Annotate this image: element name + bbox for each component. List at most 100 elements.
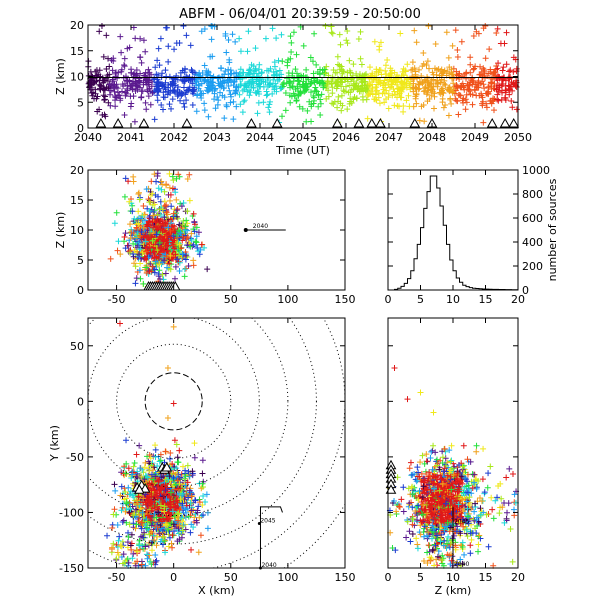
- time-height-point: [318, 101, 324, 107]
- time-height-point: [242, 97, 248, 103]
- plan-point: [202, 499, 208, 505]
- time-height-point: [194, 108, 200, 114]
- x-height-point: [122, 194, 128, 200]
- time-height-point: [270, 25, 276, 31]
- time-height-point: [338, 108, 344, 114]
- zy-point: [467, 550, 473, 556]
- plan-outlier-point: [171, 324, 177, 330]
- plan-point: [166, 544, 172, 550]
- zy-point: [426, 542, 432, 548]
- time-height-point: [483, 55, 489, 61]
- time-height-point: [477, 64, 483, 70]
- time-height-point: [420, 50, 426, 56]
- x-height-point: [167, 198, 173, 204]
- station-time-marker: [376, 119, 385, 127]
- time-height-point: [209, 36, 215, 42]
- zy-point: [508, 526, 514, 532]
- zy-point: [477, 505, 483, 511]
- time-height-point: [480, 81, 486, 87]
- plan-point: [125, 556, 131, 562]
- time-height-point: [205, 114, 211, 120]
- time-height-point: [344, 28, 350, 34]
- plan-point: [109, 525, 115, 531]
- station-time-marker: [114, 119, 123, 127]
- time-height-point: [102, 96, 108, 102]
- plan-point: [199, 471, 205, 477]
- time-height-point: [439, 99, 445, 105]
- zy-outlier-point: [418, 389, 424, 395]
- plan-point: [149, 547, 155, 553]
- x-height-point: [166, 171, 172, 177]
- time-height-point: [382, 68, 388, 74]
- plan-point: [123, 437, 129, 443]
- zy-outlier-point: [405, 396, 411, 402]
- time-height-point: [230, 116, 236, 122]
- time-height-point: [400, 103, 406, 109]
- time-height-point: [312, 84, 318, 90]
- plan-point: [204, 491, 210, 497]
- time-height-point: [115, 89, 121, 95]
- time-height-point: [377, 100, 383, 106]
- time-height-point: [329, 23, 335, 29]
- zy-point: [414, 464, 420, 470]
- x-height-point: [127, 221, 133, 227]
- time-height-point: [470, 102, 476, 108]
- time-height-point: [303, 119, 309, 125]
- plan-point: [175, 454, 181, 460]
- plan-point: [134, 451, 140, 457]
- station-time-marker: [501, 119, 510, 127]
- plan-point: [125, 539, 131, 545]
- time-height-point: [491, 107, 497, 113]
- time-height-point: [221, 115, 227, 121]
- x-height-point: [183, 217, 189, 223]
- station-time-marker: [367, 119, 376, 127]
- time-height-point: [508, 98, 514, 104]
- plan-outlier-point: [165, 415, 171, 421]
- x-height-point: [156, 185, 162, 191]
- time-height-point: [278, 32, 284, 38]
- zy-point: [482, 489, 488, 495]
- time-height-point: [259, 69, 265, 75]
- plan-point: [192, 455, 198, 461]
- time-height-point: [425, 58, 431, 64]
- time-height-point: [112, 89, 118, 95]
- x-height-point: [140, 281, 146, 287]
- plan-outlier-point: [117, 321, 123, 327]
- x-height-point: [131, 260, 137, 266]
- plan-point: [112, 506, 118, 512]
- time-height-point: [386, 106, 392, 112]
- time-height-point: [448, 101, 454, 107]
- zy-point: [443, 455, 449, 461]
- plan-outlier-point: [165, 365, 171, 371]
- x-height-point: [117, 251, 123, 257]
- plan-point: [104, 533, 110, 539]
- time-height-point: [406, 103, 412, 109]
- plan-point: [112, 488, 118, 494]
- time-height-point: [446, 55, 452, 61]
- x-height-point: [108, 256, 114, 262]
- zy-point: [474, 443, 480, 449]
- time-height-point: [230, 31, 236, 37]
- plan-point: [176, 448, 182, 454]
- time-height-point: [148, 102, 154, 108]
- plan-point: [116, 534, 122, 540]
- x-height-point: [158, 199, 164, 205]
- time-height-point: [411, 28, 417, 34]
- time-height-point: [263, 36, 269, 42]
- plan-aircraft-track: [260, 507, 282, 568]
- zy-point: [475, 541, 481, 547]
- time-height-point: [345, 40, 351, 46]
- station-time-marker: [333, 119, 342, 127]
- time-height-point: [181, 104, 187, 110]
- plan-point: [152, 552, 158, 558]
- time-height-point: [253, 45, 259, 51]
- time-height-point: [441, 105, 447, 111]
- plan-point: [200, 493, 206, 499]
- time-axis-tick-label: 2044: [246, 131, 274, 144]
- time-height-point: [226, 88, 232, 94]
- time-height-point: [238, 48, 244, 54]
- time-height-point: [277, 68, 283, 74]
- aircraft-track-start: [244, 228, 248, 232]
- time-height-point: [264, 89, 270, 95]
- zy-point: [415, 545, 421, 551]
